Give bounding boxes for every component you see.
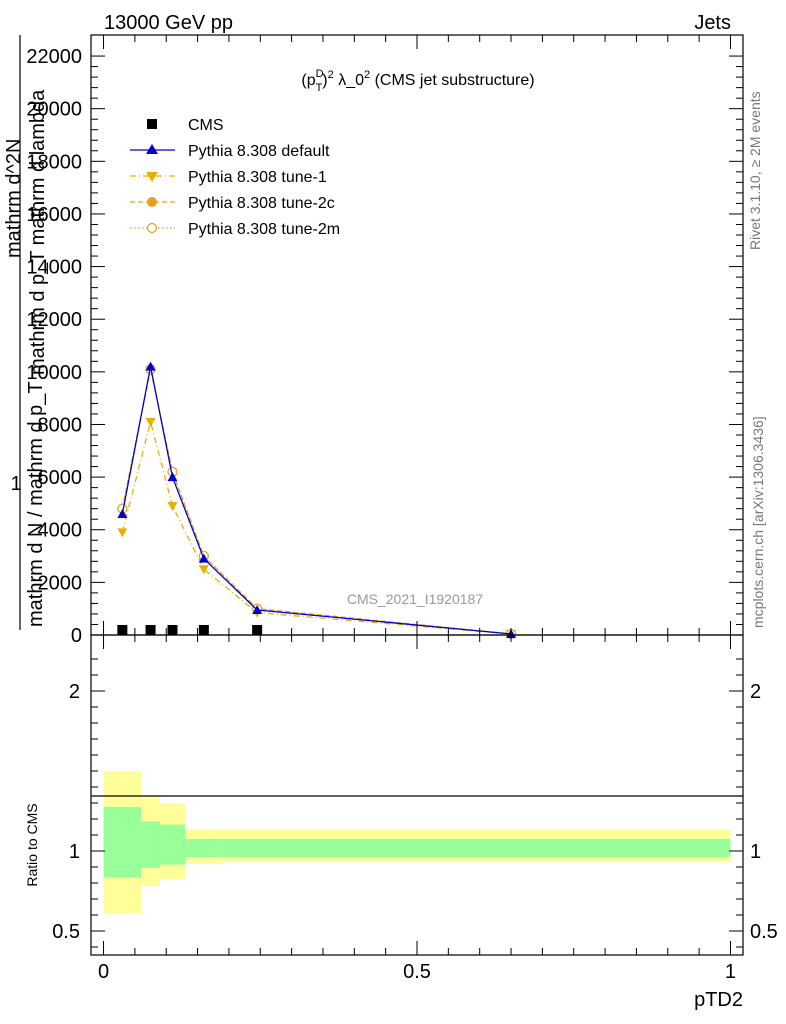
ratio-ytick-label: 0.5: [52, 921, 80, 943]
series-line: [121, 369, 512, 635]
series-point: [117, 508, 128, 518]
ratio-band-inner: [222, 839, 292, 858]
ytick-label: 8000: [38, 414, 83, 436]
plot-title: (pD T)2 λ_02 (CMS jet substructure): [301, 68, 534, 94]
xtick-label: 1: [725, 961, 736, 983]
legend-label-default: Pythia 8.308 default: [188, 143, 330, 160]
series-point: [167, 625, 178, 635]
ratio-band-inner: [291, 839, 731, 858]
ytick-label: 12000: [26, 309, 82, 331]
main-ylabel: 1 mathrm d N / mathrm d p_T mathrm d^2N …: [3, 35, 49, 630]
legend-label-tune2m: Pythia 8.308 tune-2m: [188, 221, 340, 238]
main-ylabel-frac-bottom: mathrm d^2N: [3, 139, 25, 258]
ratio-frame: [90, 634, 744, 956]
ratio-ytick-label: 2: [69, 681, 80, 703]
legend-marker-tune2c: [147, 197, 157, 207]
series-point: [252, 625, 263, 635]
ratio-band-inner: [141, 821, 160, 868]
main-ylabel-one: 1: [10, 473, 21, 495]
title-suffix: ): [322, 72, 327, 89]
ytick-label: 18000: [26, 151, 82, 173]
legend-marker-cms: [147, 119, 157, 129]
series-line: [121, 421, 512, 635]
ratio-bands: [103, 771, 731, 914]
header-energy: 13000 GeV pp: [104, 12, 233, 34]
xtick-label: 0.5: [403, 961, 431, 983]
title-exp: 2: [328, 69, 334, 81]
analysis-watermark: CMS_2021_I1920187: [347, 591, 483, 607]
legend-label-cms: CMS: [188, 117, 224, 134]
legend-marker-tune2m: [146, 222, 158, 234]
title-lambda: λ_0: [334, 72, 364, 89]
title-rest: (CMS jet substructure): [370, 72, 534, 89]
xaxis-label: pTD2: [694, 989, 743, 1011]
ratio-yaxis: 0.5 0.5 1 1 2 2: [52, 658, 778, 948]
title-sup: D: [316, 68, 324, 80]
ytick-label: 16000: [26, 204, 82, 226]
series-point: [145, 625, 156, 635]
series-point: [167, 502, 178, 512]
title-lambda-exp: 2: [364, 69, 370, 81]
main-ylabel-frac-bottom2: mathrm d p_T mathrm d lambda: [27, 89, 49, 375]
ytick-label: 4000: [38, 520, 83, 542]
ratio-ytick-label-right: 0.5: [750, 921, 778, 943]
xaxis: 0 0.5 1: [98, 35, 736, 983]
legend: CMS Pythia 8.308 default Pythia 8.308 tu…: [130, 117, 340, 238]
rivet-version-label: Rivet 3.1.10, ≥ 2M events: [747, 91, 763, 250]
series-point: [167, 472, 178, 482]
mcplots-label: mcplots.cern.ch [arXiv:1306.3436]: [750, 416, 766, 628]
series-point: [252, 605, 263, 614]
ratio-band-inner: [185, 839, 223, 858]
ytick-label: 6000: [38, 467, 83, 489]
xtick-label: 0: [98, 961, 109, 983]
series-point: [198, 553, 209, 563]
title-prefix: (p: [301, 72, 315, 89]
ratio-ytick-label: 1: [69, 841, 80, 863]
ytick-label: 10000: [26, 362, 82, 384]
series-line: [121, 366, 512, 635]
main-ylabel-frac-top: mathrm d N / mathrm d p_T: [25, 381, 47, 627]
ratio-ytick-label-right: 1: [750, 841, 761, 863]
ratio-band-inner: [159, 824, 186, 865]
main-yaxis: 0 2000 4000 6000 8000 10000 12000 14000 16000 180…: [26, 46, 743, 647]
ytick-label: 0: [71, 625, 82, 647]
series-point: [117, 528, 128, 538]
legend-label-tune1: Pythia 8.308 tune-1: [188, 169, 327, 186]
series-point: [145, 417, 156, 427]
series-point: [145, 361, 156, 371]
series-point: [117, 625, 128, 635]
title-sub: T: [316, 82, 323, 94]
ratio-ytick-label-right: 2: [750, 681, 761, 703]
series-point: [198, 625, 209, 635]
legend-label-tune2c: Pythia 8.308 tune-2c: [188, 195, 335, 212]
ytick-label: 22000: [26, 46, 82, 68]
legend-marker-tune1: [146, 172, 158, 182]
ratio-ylabel: Ratio to CMS: [24, 803, 40, 886]
legend-marker-default: [146, 144, 158, 154]
ytick-label: 2000: [38, 572, 83, 594]
series-point: [198, 565, 209, 575]
ratio-band-inner: [103, 807, 142, 878]
ytick-label: 20000: [26, 99, 82, 121]
ytick-label: 14000: [26, 257, 82, 279]
header-process: Jets: [694, 12, 731, 34]
